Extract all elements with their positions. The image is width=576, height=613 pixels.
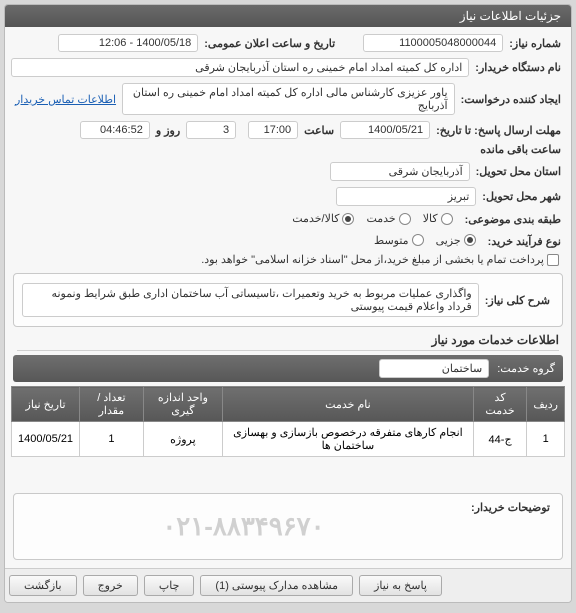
lbl-buyer-org: نام دستگاه خریدار: (471, 61, 565, 74)
grid-header-cell: تاریخ نیاز (12, 387, 80, 422)
grid-header-cell: کد خدمت (473, 387, 527, 422)
contact-link[interactable]: اطلاعات تماس خریدار (11, 93, 120, 106)
radio-icon (412, 234, 424, 246)
purchase-type-option[interactable]: متوسط (368, 234, 430, 247)
val-deadline-time: 17:00 (248, 121, 298, 139)
grid-header-cell: تعداد / مقدار (80, 387, 144, 422)
grid-cell: 1 (80, 422, 144, 457)
grid-cell: 1 (527, 422, 565, 457)
lbl-service-group: گروه خدمت: (497, 362, 555, 375)
lbl-subject-cat: طبقه بندی موضوعی: (461, 213, 565, 226)
subject-cat-option[interactable]: کالا/خدمت (286, 212, 360, 225)
val-city: تبریز (336, 187, 476, 206)
radio-label: جزیی (436, 234, 461, 247)
lbl-deadline: مهلت ارسال پاسخ: تا تاریخ: (432, 124, 565, 137)
grid-header-row: ردیفکد خدمتنام خدمتواحد اندازه گیریتعداد… (12, 387, 565, 422)
purchase-type-option[interactable]: جزیی (430, 234, 482, 247)
panel-title: جزئیات اطلاعات نیاز (460, 9, 561, 23)
exit-button[interactable]: خروج (83, 575, 138, 596)
table-row[interactable]: 1ج-44انجام کارهای متفرقه درخصوص بازسازی … (12, 422, 565, 457)
grid-cell: ج-44 (473, 422, 527, 457)
grid-header-cell: واحد اندازه گیری (143, 387, 222, 422)
reply-button[interactable]: پاسخ به نیاز (359, 575, 442, 596)
grid-cell: 1400/05/21 (12, 422, 80, 457)
grid-body: 1ج-44انجام کارهای متفرقه درخصوص بازسازی … (12, 422, 565, 457)
subject-cat-option[interactable]: کالا (417, 212, 459, 225)
subject-cat-option[interactable]: خدمت (360, 212, 416, 225)
subject-cat-group: کالا خدمت کالا/خدمت (286, 212, 458, 228)
row-deadline: مهلت ارسال پاسخ: تا تاریخ: 1400/05/21 سا… (11, 118, 565, 159)
row-purchase-type: نوع فرآیند خرید: جزیی متوسط پرداخت تمام ی… (11, 231, 565, 270)
panel-body: شماره نیاز: 1100005048000044 تاریخ و ساع… (5, 27, 571, 568)
button-bar: پاسخ به نیاز مشاهده مدارک پیوستی (1) چاپ… (5, 568, 571, 602)
attachments-button[interactable]: مشاهده مدارک پیوستی (1) (200, 575, 353, 596)
radio-label: خدمت (366, 212, 395, 225)
radio-icon (441, 213, 453, 225)
radio-icon (399, 213, 411, 225)
grid-header-cell: نام خدمت (223, 387, 474, 422)
row-province: استان محل تحویل: آذربایجان شرقی (11, 159, 565, 184)
row-city: شهر محل تحویل: تبریز (11, 184, 565, 209)
lbl-city: شهر محل تحویل: (478, 190, 565, 203)
radio-label: کالا/خدمت (292, 212, 339, 225)
val-service-group: ساختمان (379, 359, 489, 378)
lbl-province: استان محل تحویل: (472, 165, 565, 178)
grid-cell: پروژه (143, 422, 222, 457)
need-details-panel: جزئیات اطلاعات نیاز شماره نیاز: 11000050… (4, 4, 572, 603)
overall-desc-box: شرح کلی نیاز: واگذاری عملیات مربوط به خر… (13, 273, 563, 327)
lbl-buyer-notes: توضیحات خریدار: (467, 501, 554, 514)
lbl-requester: ایجاد کننده درخواست: (457, 93, 565, 106)
radio-label: متوسط (374, 234, 409, 247)
services-grid: ردیفکد خدمتنام خدمتواحد اندازه گیریتعداد… (11, 386, 565, 457)
checkbox-icon (547, 254, 559, 266)
val-overall-desc: واگذاری عملیات مربوط به خرید وتعمیرات ،ت… (22, 283, 479, 317)
lbl-purchase-type: نوع فرآیند خرید: (484, 235, 565, 248)
services-info-title: اطلاعات خدمات مورد نیاز (17, 333, 559, 351)
grid-header-cell: ردیف (527, 387, 565, 422)
radio-icon (342, 213, 354, 225)
lbl-need-no: شماره نیاز: (505, 37, 565, 50)
radio-icon (464, 234, 476, 246)
val-days-left: 3 (186, 121, 236, 139)
row-need-no: شماره نیاز: 1100005048000044 تاریخ و ساع… (11, 31, 565, 55)
service-group-header: گروه خدمت: ساختمان (13, 355, 563, 382)
purchase-note-check[interactable]: پرداخت تمام یا بخشی از مبلغ خرید،از محل … (195, 253, 565, 266)
val-announce: 1400/05/18 - 12:06 (58, 34, 198, 52)
val-deadline-date: 1400/05/21 (340, 121, 430, 139)
lbl-overall-desc: شرح کلی نیاز: (481, 294, 554, 307)
lbl-hour: ساعت (300, 124, 338, 137)
val-time-left: 04:46:52 (80, 121, 150, 139)
back-button[interactable]: بازگشت (9, 575, 77, 596)
lbl-day-and: روز و (152, 124, 184, 137)
purchase-type-group: جزیی متوسط (368, 234, 482, 250)
val-province: آذربایجان شرقی (330, 162, 470, 181)
panel-header: جزئیات اطلاعات نیاز (5, 5, 571, 27)
print-button[interactable]: چاپ (144, 575, 195, 596)
lbl-remain: ساعت باقی مانده (476, 143, 565, 156)
buyer-phone: ۰۲۱-۸۸۳۴۹۶۷۰ (22, 501, 465, 552)
row-requester: ایجاد کننده درخواست: یاور عزیزی کارشناس … (11, 80, 565, 118)
val-need-no: 1100005048000044 (363, 34, 503, 52)
val-requester: یاور عزیزی کارشناس مالی اداره کل کمیته ا… (122, 83, 455, 115)
row-subject-cat: طبقه بندی موضوعی: کالا خدمت کالا/خدمت (11, 209, 565, 231)
buyer-notes-box: توضیحات خریدار: ۰۲۱-۸۸۳۴۹۶۷۰ (13, 493, 563, 560)
purchase-note-text: پرداخت تمام یا بخشی از مبلغ خرید،از محل … (201, 253, 544, 266)
lbl-announce: تاریخ و ساعت اعلان عمومی: (200, 37, 339, 50)
val-buyer-org: اداره کل کمیته امداد امام خمینی ره استان… (11, 58, 469, 77)
row-buyer-org: نام دستگاه خریدار: اداره کل کمیته امداد … (11, 55, 565, 80)
radio-label: کالا (423, 212, 438, 225)
grid-cell: انجام کارهای متفرقه درخصوص بازسازی و بهس… (223, 422, 474, 457)
